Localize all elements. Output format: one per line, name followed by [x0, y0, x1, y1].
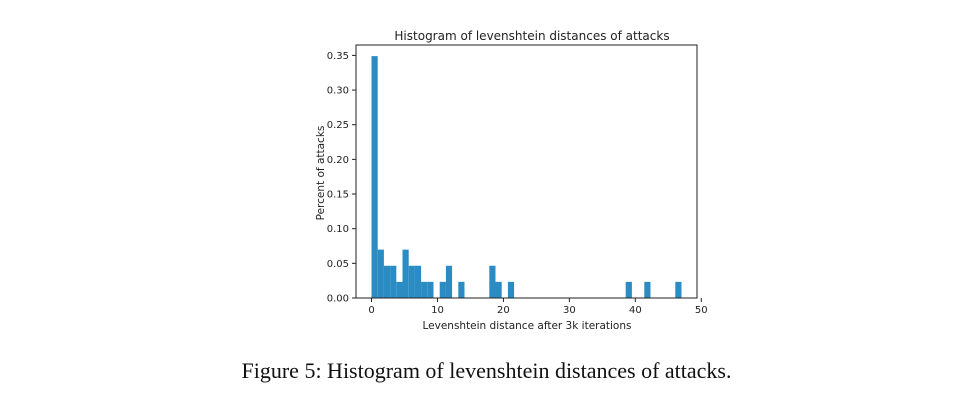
y-tick-label: 0.00 [327, 294, 349, 305]
histogram-bar [445, 265, 453, 298]
y-tick-label: 0.15 [327, 190, 349, 201]
histogram-bar [644, 281, 651, 298]
histogram-bar [421, 281, 428, 298]
x-tick-label: 0 [368, 305, 374, 316]
x-tick-label: 40 [629, 305, 642, 316]
x-tick-label: 30 [563, 305, 576, 316]
y-axis-ticks: 0.00 0.05 0.10 0.15 0.20 0.25 0.30 0.35 [327, 51, 356, 305]
y-tick-label: 0.30 [327, 86, 349, 97]
histogram-bar [675, 281, 682, 298]
y-tick-label: 0.10 [327, 224, 349, 235]
x-axis-label: Levenshtein distance after 3k iterations [422, 320, 631, 332]
plot-frame [355, 44, 698, 299]
y-tick-label: 0.05 [327, 259, 349, 270]
histogram-bar [396, 281, 403, 298]
histogram-bar [408, 265, 415, 298]
y-tick-label: 0.20 [327, 155, 349, 166]
histogram-bar [427, 281, 434, 298]
histogram-bar [489, 265, 496, 298]
histogram-bar [439, 281, 446, 298]
histogram-bar [377, 249, 384, 298]
x-tick-label: 10 [431, 305, 444, 316]
histogram-bar [383, 265, 391, 298]
histogram-bar [495, 281, 502, 298]
histogram-bar [414, 265, 422, 298]
histogram-bar [390, 265, 397, 298]
y-axis-label: Percent of attacks [315, 126, 327, 221]
y-tick-label: 0.25 [327, 120, 349, 131]
histogram-bar [371, 56, 378, 299]
figure-caption: Figure 5: Histogram of levenshtein dista… [241, 358, 732, 383]
histogram-bar [402, 249, 409, 298]
chart-title: Histogram of levenshtein distances of at… [394, 29, 669, 43]
histogram-bar [625, 281, 632, 298]
histogram-bar [507, 281, 515, 298]
bars-group [371, 56, 682, 299]
histogram-bar [458, 281, 465, 298]
x-tick-label: 20 [497, 305, 510, 316]
y-tick-label: 0.35 [327, 51, 349, 62]
x-axis-ticks: 0 10 20 30 40 50 [368, 298, 708, 316]
x-tick-label: 50 [695, 305, 708, 316]
